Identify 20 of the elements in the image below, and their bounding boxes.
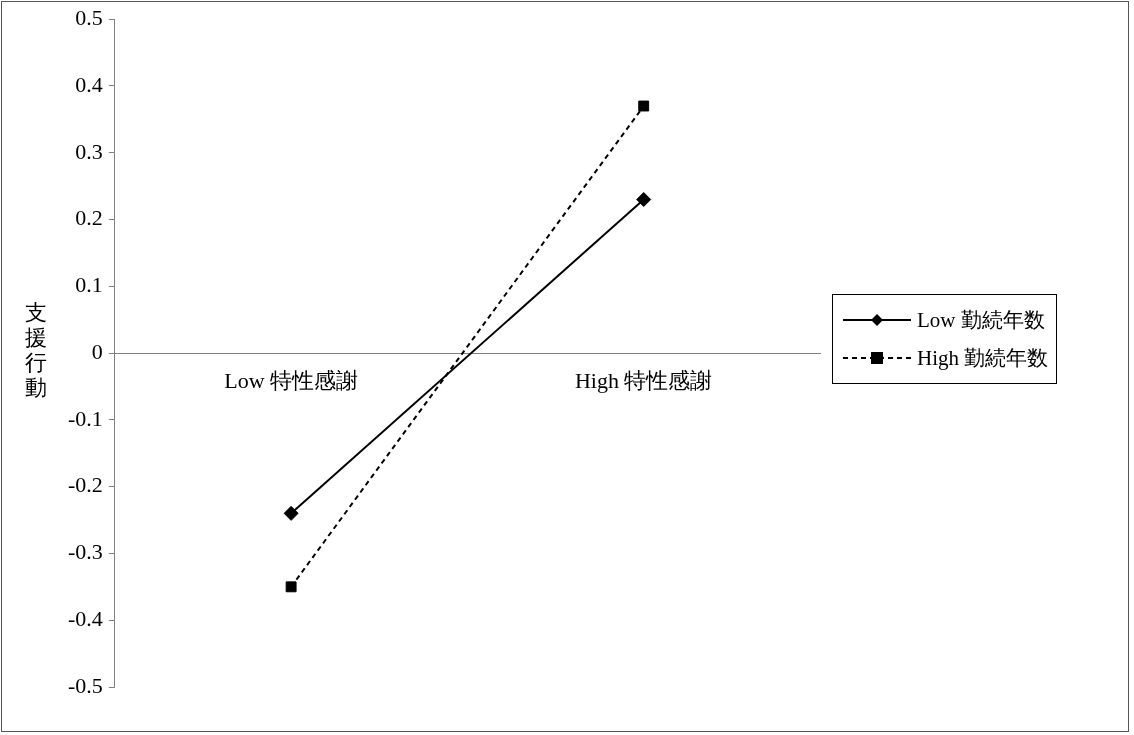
y-tick-label: 0.4 xyxy=(75,71,103,97)
point xyxy=(285,581,297,593)
y-tick-label: -0.4 xyxy=(68,606,103,631)
y-tick-label: -0.1 xyxy=(68,405,103,431)
y-tick-label: -0.3 xyxy=(68,539,103,565)
y-tick-label: 0 xyxy=(91,338,103,364)
y-tick-label: -0.2 xyxy=(68,472,103,498)
legend-label: Low 勤続年数 xyxy=(917,307,1045,334)
y-tick-label: -0.5 xyxy=(68,672,103,698)
y-tick-label: 0.5 xyxy=(75,4,103,30)
y-tick-label: 0.3 xyxy=(75,138,103,164)
y-tick-label: 0.2 xyxy=(75,205,103,231)
point xyxy=(283,505,299,521)
legend-label: High 勤続年数 xyxy=(917,345,1049,372)
x-tick-label: High 特性感謝 xyxy=(574,368,713,394)
point xyxy=(638,100,650,112)
point xyxy=(636,192,652,208)
y-tick-label: 0.1 xyxy=(75,272,103,298)
y-axis-title: 支援行動 xyxy=(24,300,48,400)
x-tick-label: Low 特性感謝 xyxy=(224,368,359,394)
